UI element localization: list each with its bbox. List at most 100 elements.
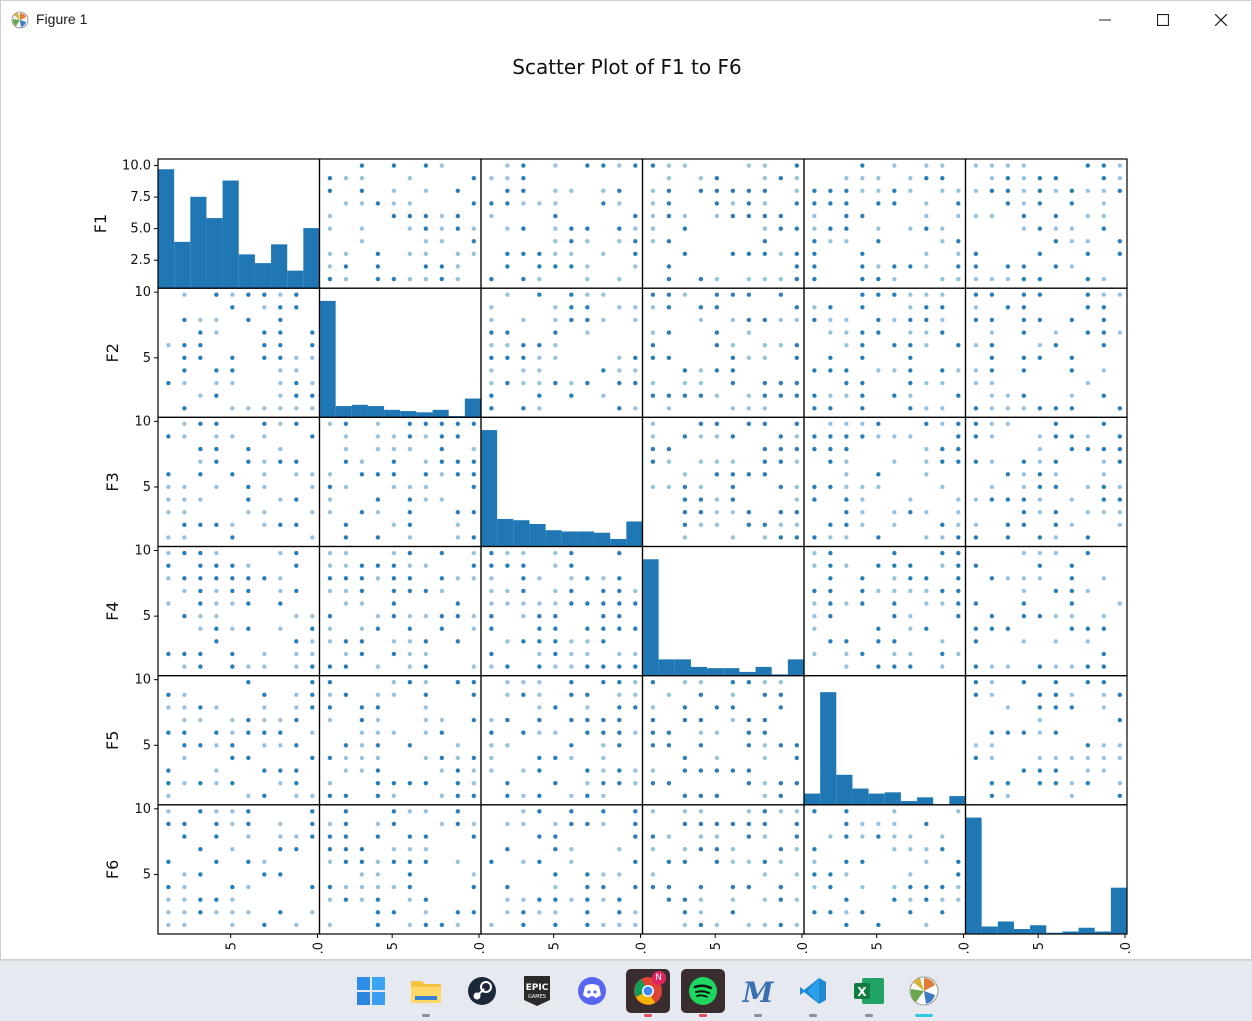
scatter-point bbox=[762, 679, 768, 685]
scatter-point bbox=[262, 484, 267, 490]
scatter-point bbox=[617, 705, 622, 710]
taskbar-discord-button[interactable] bbox=[570, 969, 614, 1013]
scatter-point bbox=[505, 821, 510, 827]
scatter-point bbox=[423, 692, 429, 698]
scatter-point bbox=[1053, 730, 1059, 735]
maximize-button[interactable] bbox=[1134, 1, 1192, 39]
scatter-point bbox=[246, 292, 251, 297]
scatter-point bbox=[762, 276, 768, 282]
scatter-point bbox=[166, 472, 171, 477]
scatter-point bbox=[794, 834, 800, 839]
scatter-point bbox=[585, 651, 590, 657]
scatter-point bbox=[794, 755, 800, 761]
scatter-point bbox=[812, 550, 817, 556]
scatter-point bbox=[794, 510, 800, 515]
scatter-point bbox=[956, 601, 961, 606]
scatter-point bbox=[489, 576, 494, 581]
scatter-point bbox=[714, 497, 720, 502]
taskbar-epic-games-button[interactable]: EPIC GAMES bbox=[515, 969, 559, 1013]
scatter-point bbox=[908, 651, 913, 657]
taskbar-steam-button[interactable] bbox=[460, 969, 504, 1013]
scatter-point bbox=[682, 226, 688, 231]
scatter-point bbox=[439, 446, 445, 452]
hist-bar bbox=[222, 180, 239, 289]
scatter-point bbox=[617, 588, 622, 594]
scatter-point bbox=[585, 821, 590, 827]
scatter-point bbox=[1037, 780, 1043, 786]
scatter-point bbox=[1117, 522, 1123, 528]
cell-F6-F2 bbox=[318, 804, 482, 935]
scatter-point bbox=[828, 421, 833, 427]
taskbar-vscode-button[interactable] bbox=[791, 969, 835, 1017]
scatter-point bbox=[423, 434, 429, 439]
scatter-point bbox=[294, 563, 299, 568]
scatter-point bbox=[746, 730, 752, 735]
scatter-point bbox=[359, 639, 365, 644]
cell-F2-F4 bbox=[641, 287, 805, 418]
cell-F6-F6 bbox=[964, 804, 1128, 935]
scatter-point bbox=[1021, 550, 1027, 556]
scatter-point bbox=[327, 472, 333, 477]
scatter-point bbox=[198, 393, 203, 398]
title-bar[interactable]: Figure 1 bbox=[1, 1, 1251, 39]
scatter-point bbox=[924, 446, 929, 452]
scatter-point bbox=[246, 626, 251, 631]
scatter-point bbox=[455, 434, 461, 439]
scatter-point bbox=[812, 601, 817, 606]
scatter-point bbox=[1021, 355, 1027, 360]
scatter-point bbox=[633, 692, 638, 698]
scatter-point bbox=[166, 550, 171, 556]
scatter-point bbox=[423, 859, 429, 865]
scatter-point bbox=[650, 679, 656, 685]
scatter-point bbox=[924, 459, 929, 464]
taskbar-spotify-button[interactable] bbox=[680, 969, 725, 1017]
scatter-point bbox=[166, 651, 171, 657]
scatter-point bbox=[682, 793, 688, 798]
scatter-point bbox=[407, 809, 413, 814]
minimize-button[interactable] bbox=[1076, 1, 1134, 39]
scatter-point bbox=[892, 393, 897, 398]
scatter-point bbox=[455, 226, 461, 231]
taskbar-matplotlib-button[interactable] bbox=[902, 969, 946, 1017]
scatter-point bbox=[778, 705, 784, 710]
scatter-point bbox=[666, 393, 672, 398]
scatter-point bbox=[439, 793, 445, 798]
ytick-label: 10 bbox=[134, 673, 151, 688]
scatter-point bbox=[617, 601, 622, 606]
scatter-point bbox=[650, 305, 656, 310]
ytick-label: 2.5 bbox=[130, 253, 151, 268]
taskbar-start-button[interactable] bbox=[349, 969, 393, 1013]
scatter-point bbox=[762, 342, 768, 348]
scatter-point bbox=[585, 264, 590, 269]
scatter-point bbox=[908, 588, 913, 594]
scatter-point bbox=[1085, 213, 1091, 219]
scatter-point bbox=[489, 651, 494, 657]
close-button[interactable] bbox=[1192, 1, 1250, 39]
scatter-point bbox=[924, 922, 929, 928]
scatter-point bbox=[343, 276, 349, 282]
scatter-point bbox=[762, 239, 768, 244]
taskbar-excel-button[interactable]: X bbox=[847, 969, 891, 1017]
taskbar-file-explorer-button[interactable] bbox=[404, 969, 448, 1017]
scatter-point bbox=[940, 446, 945, 452]
scatter-point bbox=[860, 601, 865, 606]
scatter-point bbox=[521, 201, 526, 206]
scatter-point bbox=[505, 226, 510, 231]
scatter-point bbox=[553, 821, 558, 827]
scatter-point bbox=[828, 330, 833, 335]
scatter-point bbox=[794, 459, 800, 464]
scatter-point bbox=[407, 535, 413, 540]
taskbar-chrome-button[interactable]: N bbox=[625, 969, 670, 1017]
scatter-point bbox=[278, 588, 283, 594]
scatter-point bbox=[1101, 317, 1107, 323]
scatter-point bbox=[391, 730, 397, 735]
scatter-point bbox=[471, 793, 477, 798]
taskbar-app-m-button[interactable]: M bbox=[736, 969, 780, 1017]
scatter-point bbox=[327, 717, 333, 723]
scatter-point bbox=[989, 330, 995, 335]
scatter-point bbox=[940, 406, 945, 411]
scatter-point bbox=[230, 406, 235, 411]
scatter-point bbox=[294, 472, 299, 477]
scatter-point bbox=[407, 626, 413, 631]
scatter-point bbox=[844, 188, 849, 193]
